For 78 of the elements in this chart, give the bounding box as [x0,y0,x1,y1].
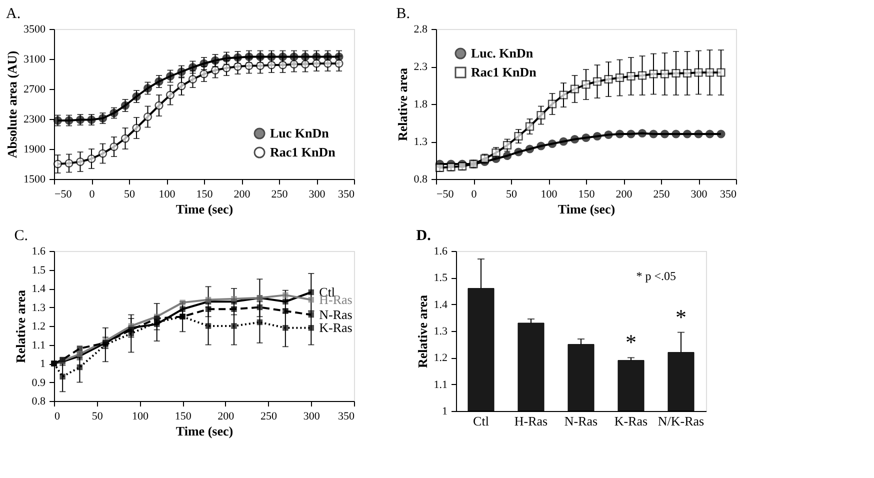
y-tick-label: 0.8 [32,396,46,408]
y-tick-label: 1.6 [434,246,448,258]
y-axis-title: Relative area [394,67,410,142]
chart-title: A. [6,6,21,22]
annotation: * p <.05 [636,269,676,283]
y-tick-label: 3500 [24,24,46,36]
y-tick-label: 1.8 [414,98,428,110]
x-tick-label: Ctl [473,414,490,428]
chart-title: B. [396,6,410,22]
y-tick-label: 1.3 [414,136,428,148]
y-tick-label: 2.8 [414,24,428,36]
chart-title: D. [416,228,432,244]
x-tick-label: 0 [89,188,96,200]
y-tick-label: 3100 [24,54,46,66]
x-tick-label: 0 [54,410,60,422]
y-tick-label: 1 [442,406,448,418]
y-tick-label: 1.5 [32,264,46,276]
x-tick-label: 50 [124,188,136,200]
x-tick-label: 50 [92,410,104,422]
legend-label: Rac1 KnDn [471,64,538,80]
legend-label: Luc KnDn [270,126,330,140]
y-tick-label: 2300 [24,114,46,126]
x-tick-label: 250 [271,188,288,200]
x-tick-label: 150 [196,188,214,200]
x-tick-label: 350 [338,410,355,422]
y-tick-label: 1.6 [32,246,46,258]
x-tick-label: 200 [218,410,235,422]
x-tick-label: 100 [540,188,558,200]
x-axis-title: Time (sec) [558,202,616,216]
x-tick-label: 300 [303,410,320,422]
x-tick-label: 350 [720,188,737,200]
x-tick-label: 50 [506,188,518,200]
x-tick-label: 100 [132,410,149,422]
x-tick-label: 100 [158,188,176,200]
x-tick-label: −50 [54,188,72,200]
annotation: * [676,304,686,330]
legend-label: Luc. KnDn [471,46,534,60]
y-tick-label: 1 [40,358,46,370]
y-tick-label: 1.3 [32,302,46,314]
y-tick-label: 0.8 [414,174,428,186]
y-tick-label: 1900 [24,144,46,156]
y-tick-label: 2700 [24,84,46,96]
x-tick-label: K-Ras [614,414,648,428]
y-tick-label: 1.2 [32,320,46,332]
x-tick-label: 300 [690,188,708,200]
legend-label: Rac1 KnDn [270,144,336,160]
x-tick-label: 0 [471,188,478,200]
x-axis-title: Time (sec) [176,424,234,438]
x-tick-label: N-Ras [564,414,598,428]
y-tick-label: 1.4 [32,283,46,295]
y-axis-title: Relative area [12,289,28,364]
x-tick-label: 200 [234,188,251,200]
y-tick-label: 1.1 [434,378,448,391]
x-tick-label: 350 [338,188,355,200]
y-tick-label: 1.5 [434,272,448,284]
chart-title: C. [14,228,28,244]
y-tick-label: 1.2 [434,352,448,364]
x-tick-label: 150 [174,410,192,422]
series-label: N-Ras [319,306,352,322]
x-tick-label: H-Ras [514,414,548,428]
annotation: * [626,330,636,355]
y-axis-title: Absolute area (AU) [4,50,20,158]
x-tick-label: N/K-Ras [658,414,704,428]
y-tick-label: 0.9 [32,376,46,389]
y-tick-label: 1.4 [434,298,448,311]
x-tick-label: 150 [578,188,596,200]
x-tick-label: 250 [653,188,670,200]
y-tick-label: 1.1 [32,339,46,352]
y-axis-title: Relative area [414,294,430,368]
x-tick-label: 250 [260,410,278,422]
series-label: K-Ras [319,320,352,335]
x-tick-label: 200 [616,188,633,200]
x-tick-label: 300 [308,188,326,200]
x-axis-title: Time (sec) [176,202,234,216]
y-tick-label: 1500 [24,174,46,186]
y-tick-label: 2.3 [414,61,428,73]
x-tick-label: −50 [436,188,454,200]
y-tick-label: 1.3 [434,326,448,338]
